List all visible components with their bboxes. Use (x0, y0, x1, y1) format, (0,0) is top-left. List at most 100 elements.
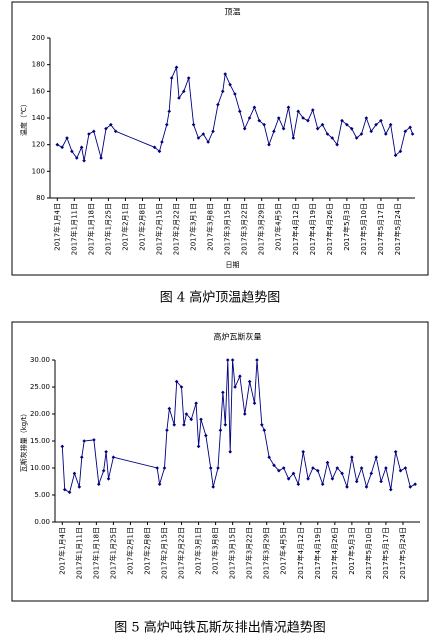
data-point (167, 406, 172, 411)
data-point (238, 109, 242, 114)
data-point (182, 89, 186, 94)
data-point (345, 122, 349, 127)
y-tick-label: 20.00 (30, 410, 50, 418)
data-point (311, 108, 315, 112)
data-point (379, 118, 383, 123)
data-point (92, 129, 96, 134)
data-point (87, 132, 91, 136)
x-tick-label: 2017年3月8日 (211, 527, 220, 575)
data-point (79, 455, 84, 459)
data-point (413, 482, 417, 486)
data-point (60, 444, 65, 449)
data-point (320, 122, 325, 127)
data-point (106, 477, 111, 481)
data-point (230, 358, 235, 362)
data-point (369, 471, 374, 476)
x-tick-label: 2017年5月24日 (393, 203, 402, 255)
data-point (257, 118, 262, 123)
x-tick-label: 2017年3月1日 (189, 203, 198, 251)
x-tick-label: 2017年5月10日 (359, 203, 368, 255)
data-point (228, 82, 232, 87)
caption: 图 4 高炉顶温趋势图 (160, 290, 281, 306)
data-point (177, 96, 181, 100)
data-point (350, 455, 354, 459)
data-point (196, 444, 201, 449)
data-point (311, 466, 315, 470)
data-point (410, 132, 415, 136)
data-point (260, 423, 264, 427)
data-point (277, 468, 281, 473)
data-point (262, 122, 266, 127)
x-tick-label: 2017年3月15日 (228, 527, 237, 579)
data-point (306, 118, 310, 123)
data-point (109, 122, 113, 127)
data-point (196, 136, 201, 140)
x-tick-label: 2017年4月26日 (330, 527, 339, 579)
data-point (191, 122, 196, 127)
x-tick-label: 2017年1月4日 (57, 527, 66, 575)
data-point (320, 482, 325, 486)
data-point (335, 466, 340, 470)
data-point (194, 401, 198, 405)
data-point (169, 76, 174, 80)
x-tick-label: 2017年5月3日 (347, 527, 356, 575)
data-point (82, 158, 86, 163)
data-point (174, 65, 179, 70)
data-point (55, 142, 60, 147)
data-point (165, 428, 169, 432)
x-tick-label: 2017年3月8日 (206, 203, 215, 251)
data-point (296, 109, 300, 114)
y-tick-label: 10.00 (30, 464, 50, 472)
x-tick-label: 2017年5月17日 (381, 527, 390, 579)
data-point (174, 379, 179, 384)
data-point (77, 485, 82, 489)
x-tick-label: 2017年1月25日 (103, 203, 112, 255)
data-point (262, 428, 267, 432)
data-point (291, 136, 296, 140)
data-point (104, 450, 108, 454)
data-point (403, 466, 408, 470)
data-point (184, 412, 189, 416)
data-point (228, 450, 232, 454)
data-point (157, 149, 162, 154)
data-point (247, 379, 252, 384)
data-point (218, 428, 223, 432)
x-tick-label: 2017年2月22日 (177, 527, 186, 579)
data-point (211, 485, 215, 489)
chart-title: 高炉瓦斯灰量 (214, 332, 262, 342)
x-tick-label: 2017年1月4日 (52, 203, 61, 251)
x-tick-label: 2017年2月15日 (155, 203, 164, 255)
data-point (291, 471, 296, 476)
y-tick-label: 30.00 (30, 356, 50, 364)
data-point (165, 122, 169, 127)
x-tick-label: 2017年3月15日 (223, 203, 232, 255)
data-point (189, 417, 194, 422)
data-point (70, 149, 74, 154)
data-point (359, 466, 364, 470)
data-point (65, 136, 69, 140)
y-tick-label: 80 (36, 194, 45, 202)
x-tick-label: 2017年5月3日 (342, 203, 351, 251)
data-point (354, 136, 359, 140)
data-point (167, 109, 172, 114)
data-point (345, 485, 349, 489)
data-point (199, 417, 203, 422)
data-point (374, 122, 378, 127)
x-tick-label: 2017年4月5日 (279, 527, 288, 575)
data-point (223, 72, 227, 76)
y-tick-label: 0.00 (34, 518, 50, 526)
data-point (201, 132, 206, 136)
data-point (255, 358, 259, 362)
x-tick-label: 2017年4月12日 (291, 203, 300, 255)
data-point (186, 76, 191, 80)
data-point (179, 385, 184, 389)
x-tick-label: 2017年5月17日 (376, 203, 385, 255)
data-point (301, 450, 305, 454)
x-tick-label: 2017年2月8日 (142, 527, 151, 575)
x-tick-label: 2017年2月15日 (160, 527, 169, 579)
data-point (408, 125, 412, 130)
data-point (67, 490, 72, 495)
data-point (74, 156, 79, 160)
x-tick-label: 2017年1月18日 (91, 527, 100, 579)
data-point (97, 482, 101, 486)
